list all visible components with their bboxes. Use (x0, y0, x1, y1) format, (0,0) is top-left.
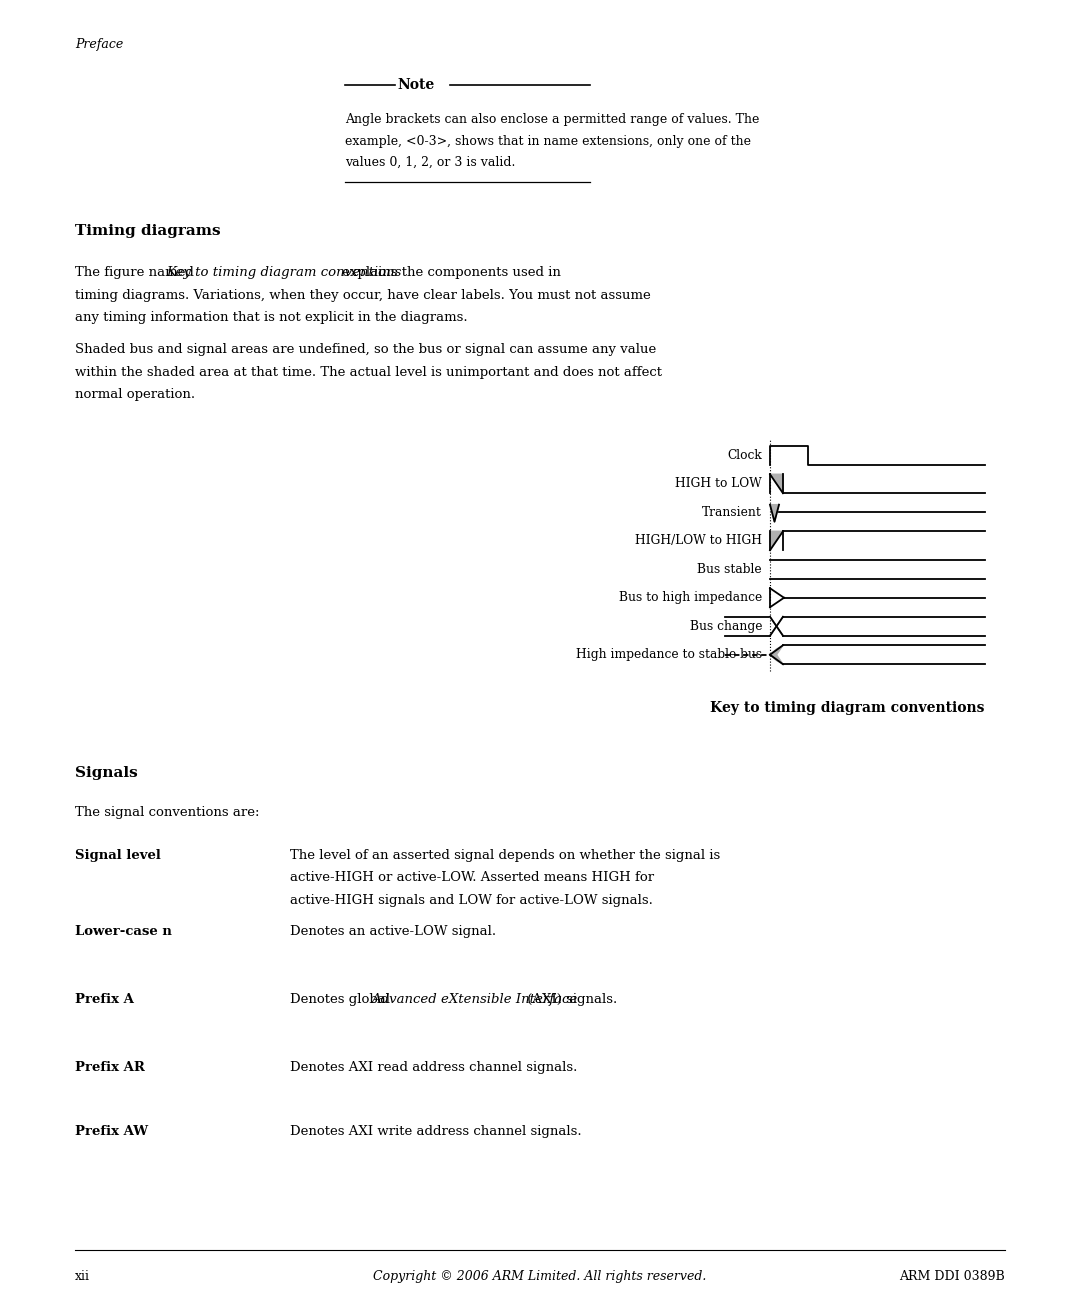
Text: HIGH/LOW to HIGH: HIGH/LOW to HIGH (635, 534, 762, 547)
Text: xii: xii (75, 1270, 90, 1283)
Text: Denotes global: Denotes global (291, 993, 394, 1006)
Text: Denotes AXI write address channel signals.: Denotes AXI write address channel signal… (291, 1125, 582, 1138)
Text: Shaded bus and signal areas are undefined, so the bus or signal can assume any v: Shaded bus and signal areas are undefine… (75, 343, 657, 356)
Polygon shape (770, 645, 783, 654)
Text: Timing diagrams: Timing diagrams (75, 224, 220, 238)
Text: Bus stable: Bus stable (698, 562, 762, 575)
Text: example, <0-3>, shows that in name extensions, only one of the: example, <0-3>, shows that in name exten… (345, 135, 751, 148)
Text: The signal conventions are:: The signal conventions are: (75, 806, 259, 819)
Polygon shape (770, 474, 783, 494)
Text: Prefix AR: Prefix AR (75, 1061, 145, 1074)
Text: Bus to high impedance: Bus to high impedance (619, 591, 762, 604)
Polygon shape (770, 531, 783, 551)
Text: active-HIGH or active-LOW. Asserted means HIGH for: active-HIGH or active-LOW. Asserted mean… (291, 871, 654, 884)
Text: within the shaded area at that time. The actual level is unimportant and does no: within the shaded area at that time. The… (75, 365, 662, 378)
Polygon shape (770, 654, 783, 665)
Text: The level of an asserted signal depends on whether the signal is: The level of an asserted signal depends … (291, 849, 720, 862)
Text: Note: Note (397, 78, 434, 92)
Text: any timing information that is not explicit in the diagrams.: any timing information that is not expli… (75, 311, 468, 324)
Text: ARM DDI 0389B: ARM DDI 0389B (900, 1270, 1005, 1283)
Text: The figure named: The figure named (75, 267, 198, 280)
Text: Signal level: Signal level (75, 849, 161, 862)
Text: timing diagrams. Variations, when they occur, have clear labels. You must not as: timing diagrams. Variations, when they o… (75, 289, 651, 302)
Text: Transient: Transient (702, 505, 762, 518)
Polygon shape (770, 504, 779, 522)
Text: Bus change: Bus change (689, 619, 762, 632)
Polygon shape (770, 626, 783, 636)
Text: active-HIGH signals and LOW for active-LOW signals.: active-HIGH signals and LOW for active-L… (291, 894, 653, 907)
Text: normal operation.: normal operation. (75, 389, 195, 402)
Text: Lower-case n: Lower-case n (75, 925, 172, 938)
Text: Key to timing diagram conventions: Key to timing diagram conventions (166, 267, 402, 280)
Text: High impedance to stable bus: High impedance to stable bus (576, 648, 762, 661)
Text: Advanced eXtensible Interface: Advanced eXtensible Interface (372, 993, 577, 1006)
Text: values 0, 1, 2, or 3 is valid.: values 0, 1, 2, or 3 is valid. (345, 156, 515, 168)
Text: explains the components used in: explains the components used in (338, 267, 561, 280)
Text: Denotes an active-LOW signal.: Denotes an active-LOW signal. (291, 925, 496, 938)
Text: HIGH to LOW: HIGH to LOW (675, 477, 762, 490)
Text: Clock: Clock (727, 448, 762, 461)
Text: Prefix AW: Prefix AW (75, 1125, 148, 1138)
Text: Key to timing diagram conventions: Key to timing diagram conventions (711, 701, 985, 715)
Text: (AXI) signals.: (AXI) signals. (523, 993, 617, 1006)
Text: Angle brackets can also enclose a permitted range of values. The: Angle brackets can also enclose a permit… (345, 113, 759, 126)
Text: Signals: Signals (75, 766, 138, 780)
Text: Copyright © 2006 ARM Limited. All rights reserved.: Copyright © 2006 ARM Limited. All rights… (374, 1270, 706, 1283)
Text: Denotes AXI read address channel signals.: Denotes AXI read address channel signals… (291, 1061, 578, 1074)
Text: Preface: Preface (75, 38, 123, 51)
Polygon shape (770, 617, 783, 626)
Text: Prefix A: Prefix A (75, 993, 134, 1006)
